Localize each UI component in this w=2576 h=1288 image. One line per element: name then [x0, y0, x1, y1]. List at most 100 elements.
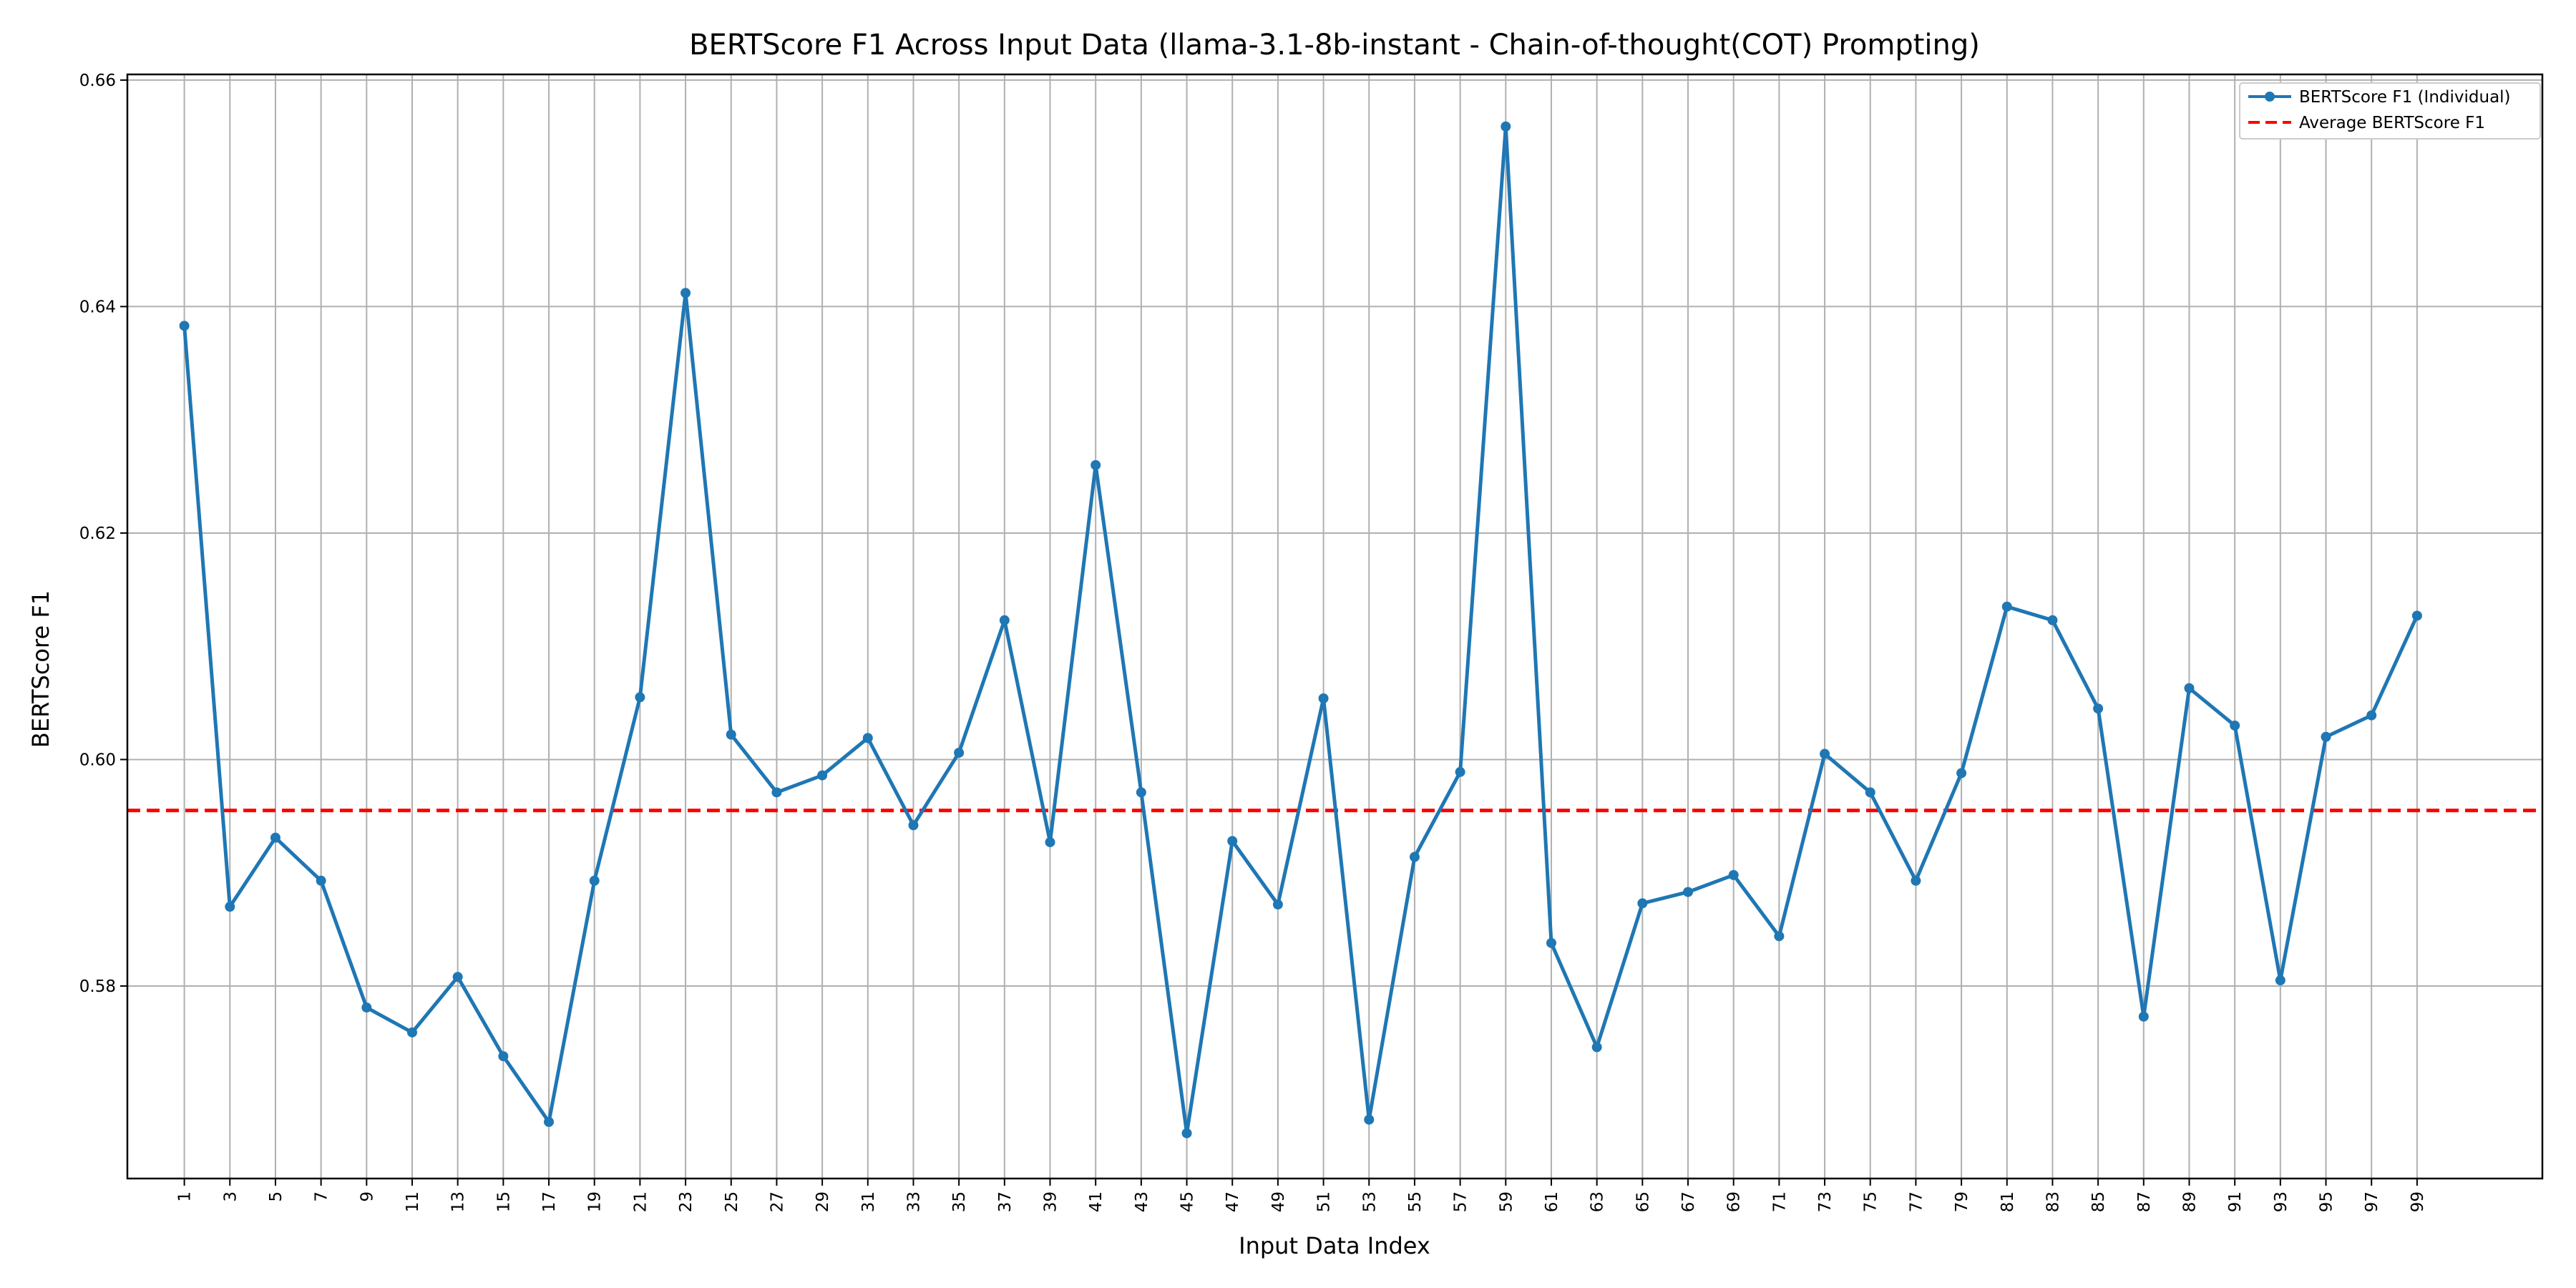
x-tick-label: 17	[540, 1191, 559, 1212]
data-point	[999, 615, 1010, 625]
plot-frame	[126, 73, 2544, 1180]
x-tick-label: 79	[1953, 1191, 1971, 1212]
x-tick-label: 89	[2180, 1191, 2199, 1212]
data-point	[1683, 887, 1694, 897]
data-point	[1820, 748, 1830, 759]
data-point	[954, 747, 965, 758]
y-tick-label: 0.58	[79, 977, 116, 996]
x-tick-label: 39	[1042, 1191, 1060, 1212]
data-point	[361, 1002, 372, 1013]
x-tick-label: 87	[2135, 1191, 2154, 1212]
data-point	[1865, 787, 1875, 798]
data-point	[1364, 1114, 1375, 1125]
x-tick-label: 75	[1862, 1191, 1880, 1212]
x-tick-label: 29	[814, 1191, 832, 1212]
data-point	[2275, 975, 2285, 986]
data-point	[1774, 931, 1785, 942]
data-point	[771, 787, 782, 798]
data-point	[726, 729, 736, 740]
data-point	[544, 1116, 555, 1127]
data-point	[2411, 610, 2422, 621]
data-point	[2093, 703, 2104, 714]
data-point	[2366, 710, 2377, 721]
y-tick-label: 0.62	[79, 525, 116, 543]
data-point	[1501, 121, 1511, 132]
data-point	[2230, 720, 2240, 731]
data-point	[270, 832, 280, 843]
data-point	[1318, 693, 1329, 703]
data-point	[316, 875, 326, 886]
x-tick-label: 43	[1133, 1191, 1151, 1212]
data-point	[1911, 875, 1921, 886]
x-tick-label: 15	[494, 1191, 513, 1212]
chart-title: BERTScore F1 Across Input Data (llama-3.…	[689, 29, 1980, 62]
x-tick-label: 57	[1452, 1191, 1470, 1212]
data-point	[2321, 731, 2331, 742]
y-tick-label: 0.64	[79, 298, 116, 316]
data-point	[2184, 683, 2195, 693]
x-tick-label: 33	[904, 1191, 923, 1212]
x-tick-label: 81	[1999, 1191, 2017, 1212]
x-tick-label: 97	[2363, 1191, 2381, 1212]
data-point	[1637, 898, 1648, 909]
x-tick-label: 49	[1269, 1191, 1288, 1212]
x-tick-label: 9	[358, 1191, 376, 1202]
series-line-individual	[182, 125, 2419, 1136]
data-point	[680, 288, 691, 298]
x-tick-label: 25	[723, 1191, 741, 1212]
x-tick-label: 59	[1497, 1191, 1516, 1212]
x-tick-label: 27	[768, 1191, 786, 1212]
data-point	[908, 820, 919, 831]
grid	[127, 74, 2542, 1179]
legend-label-average: Average BERTScore F1	[2299, 114, 2485, 132]
legend-marker-individual	[2265, 92, 2275, 102]
data-point	[452, 972, 463, 982]
x-tick-label: 93	[2272, 1191, 2290, 1212]
x-tick-label: 19	[586, 1191, 605, 1212]
x-tick-label: 65	[1634, 1191, 1652, 1212]
y-tick-label: 0.66	[79, 72, 116, 90]
x-tick-label: 13	[449, 1191, 468, 1212]
data-point	[2001, 601, 2012, 612]
x-tick-label: 83	[2044, 1191, 2062, 1212]
x-tick-label: 37	[996, 1191, 1015, 1212]
x-tick-label: 61	[1543, 1191, 1561, 1212]
legend-box	[2239, 82, 2541, 140]
data-point	[1409, 852, 1420, 862]
data-point	[2138, 1011, 2149, 1022]
x-axis-label: Input Data Index	[1239, 1232, 1430, 1259]
x-tick-label: 11	[404, 1191, 422, 1212]
x-tick-label: 85	[2089, 1191, 2108, 1212]
y-axis-label: BERTScore F1	[27, 590, 54, 748]
data-point	[589, 875, 600, 886]
data-point	[1956, 768, 1967, 779]
x-tick-label: 91	[2226, 1191, 2245, 1212]
x-tick-label: 77	[1907, 1191, 1926, 1212]
data-point	[1227, 836, 1238, 847]
data-point	[406, 1027, 417, 1038]
data-point	[862, 733, 873, 743]
legend: BERTScore F1 (Individual) Average BERTSc…	[2239, 82, 2541, 140]
x-tick-label: 95	[2318, 1191, 2336, 1212]
x-tick-label: 55	[1406, 1191, 1425, 1212]
x-tick-label: 63	[1589, 1191, 1607, 1212]
data-point	[635, 692, 645, 703]
data-point	[1546, 937, 1556, 948]
data-point	[498, 1051, 509, 1062]
x-tick-label: 71	[1770, 1191, 1789, 1212]
x-tick-label: 7	[313, 1191, 331, 1202]
x-tick-label: 3	[221, 1191, 240, 1202]
x-tick-label: 21	[631, 1191, 650, 1212]
data-point	[1181, 1128, 1192, 1138]
x-tick-label: 47	[1224, 1191, 1242, 1212]
data-point	[1591, 1042, 1602, 1053]
data-point	[1455, 766, 1465, 777]
x-tick-label: 53	[1360, 1191, 1379, 1212]
x-axis: 1 3 5 7 9 11 13 15 17 19 21 23 25 27 29 31 33 35 37 39 41 43 4…	[176, 1179, 2427, 1212]
series-layer	[179, 121, 2422, 1138]
data-point	[1091, 459, 1101, 470]
data-point	[1272, 899, 1283, 910]
data-point	[1045, 836, 1055, 847]
y-tick-label: 0.60	[79, 751, 116, 769]
